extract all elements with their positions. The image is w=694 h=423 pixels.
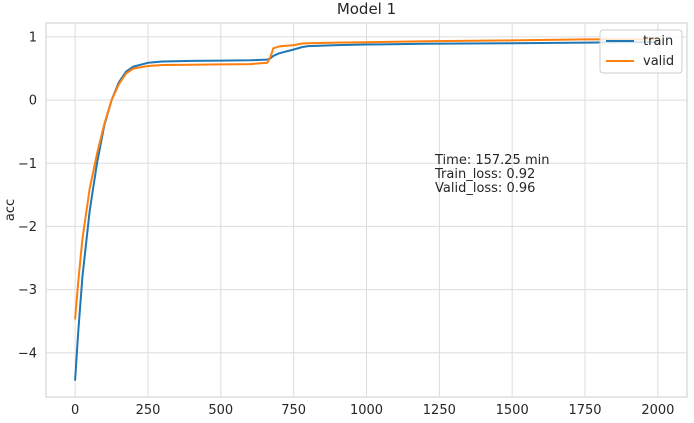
- series-line-valid: [74, 38, 659, 320]
- y-tick-label: −1: [18, 157, 37, 172]
- y-tick-label: −2: [18, 220, 37, 235]
- legend: train valid: [599, 29, 683, 74]
- y-tick-label: −4: [18, 346, 37, 361]
- grid: [46, 23, 687, 397]
- y-tick-label: 0: [29, 94, 37, 109]
- x-tick-label: 1500: [496, 403, 529, 418]
- x-tick-label: 2000: [641, 403, 674, 418]
- x-tick-label: 500: [208, 403, 233, 418]
- legend-label-train: train: [643, 34, 673, 49]
- x-tick-label: 1000: [350, 403, 383, 418]
- series-layer: [74, 38, 659, 381]
- y-axis-label: acc: [3, 199, 18, 221]
- x-tick-label: 1750: [568, 403, 601, 418]
- x-tick-label: 250: [136, 403, 161, 418]
- tick-labels: 0 250 500 750 1000 1250 1500 1750 2000 −4 −3 −2 −1 0 1: [18, 30, 675, 418]
- y-tick-label: 1: [29, 30, 37, 45]
- chart-title: Model 1: [337, 0, 396, 18]
- series-line-train: [74, 41, 659, 381]
- x-tick-label: 0: [71, 403, 79, 418]
- x-tick-label: 1250: [423, 403, 456, 418]
- annotation-train-loss: Train_loss: 0.92: [434, 167, 535, 182]
- x-tick-label: 750: [281, 403, 306, 418]
- annotation-time: Time: 157.25 min: [434, 153, 549, 168]
- annotation-text: Time: 157.25 min Train_loss: 0.92 Valid_…: [434, 153, 549, 196]
- legend-label-valid: valid: [643, 54, 674, 69]
- annotation-valid-loss: Valid_loss: 0.96: [435, 181, 535, 196]
- y-tick-label: −3: [18, 283, 37, 298]
